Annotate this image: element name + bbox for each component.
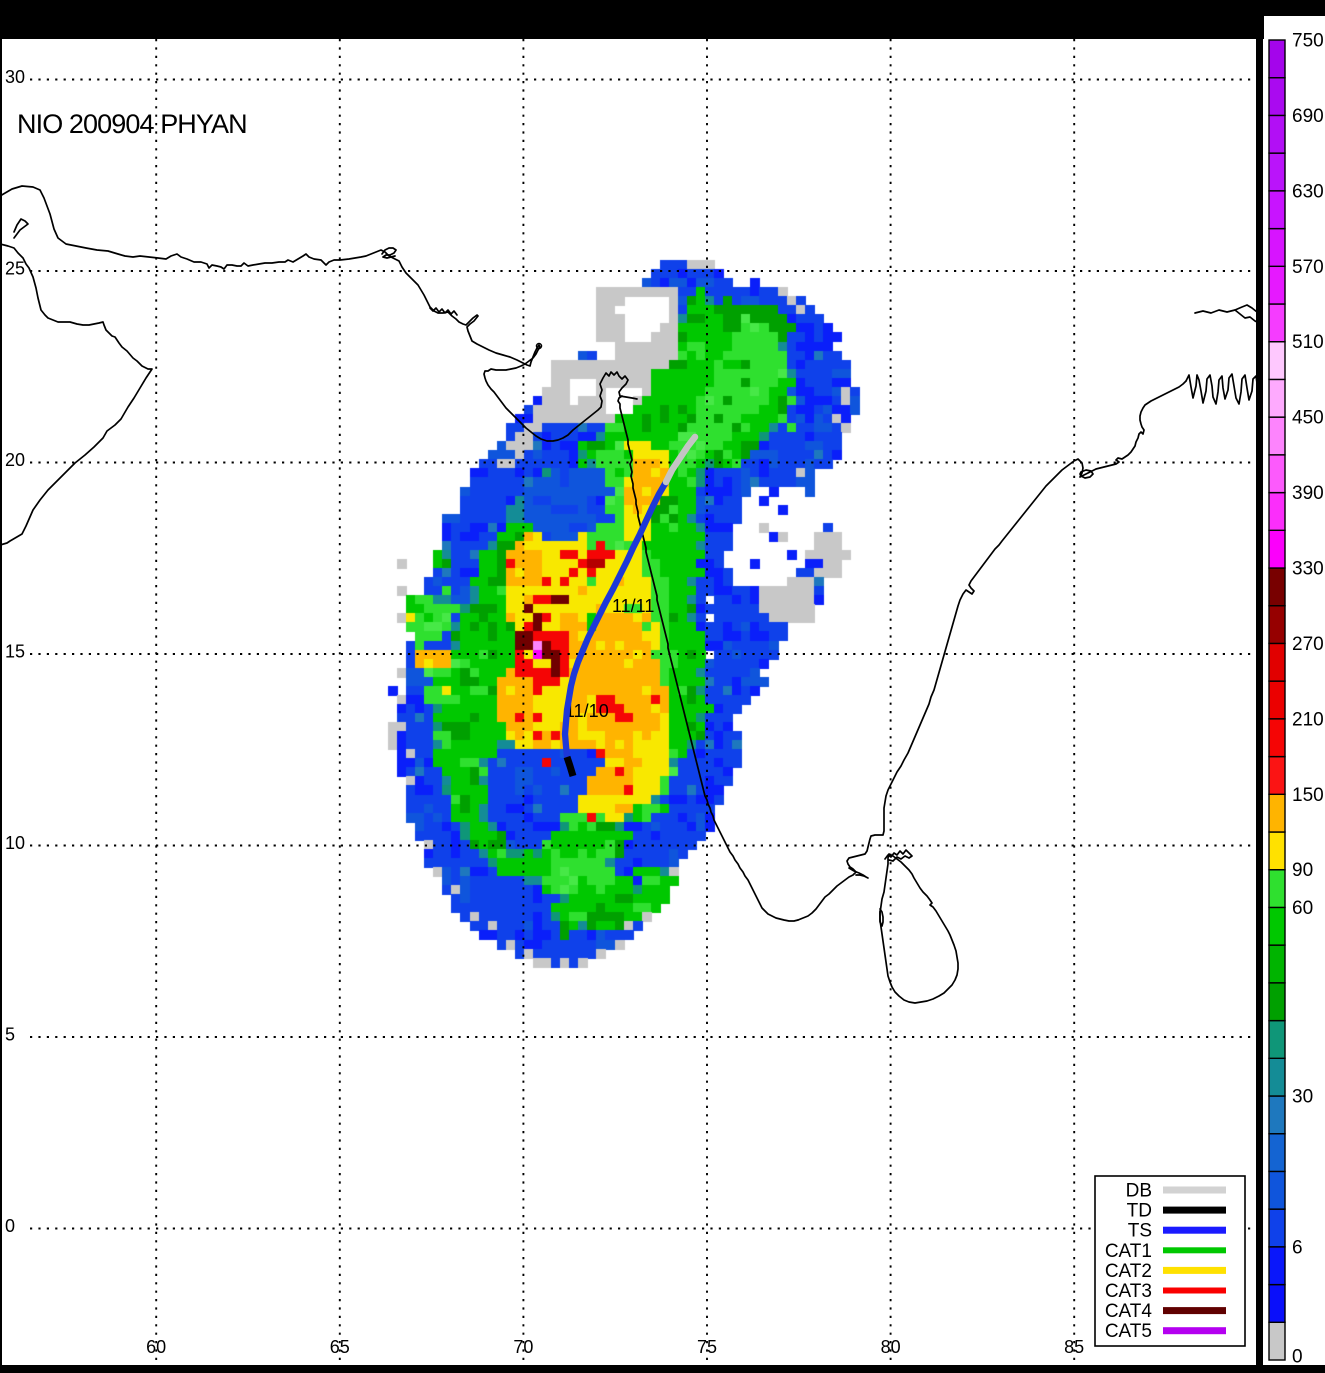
svg-text:570: 570	[1292, 257, 1324, 278]
svg-text:CAT3: CAT3	[1105, 1281, 1152, 1302]
svg-text:25: 25	[5, 259, 25, 279]
svg-text:6: 6	[1292, 1237, 1303, 1258]
svg-text:TD: TD	[1127, 1201, 1152, 1222]
svg-text:90: 90	[1292, 860, 1313, 881]
svg-text:75: 75	[697, 1337, 717, 1357]
svg-text:65: 65	[330, 1337, 350, 1357]
svg-text:210: 210	[1292, 709, 1324, 730]
svg-text:5: 5	[5, 1025, 15, 1045]
svg-text:750: 750	[1292, 31, 1324, 52]
svg-text:0: 0	[5, 1216, 15, 1236]
svg-text:20: 20	[5, 450, 25, 470]
svg-text:30: 30	[5, 67, 25, 87]
svg-text:30: 30	[1292, 1087, 1313, 1108]
svg-text:10: 10	[5, 833, 25, 853]
svg-text:270: 270	[1292, 634, 1324, 655]
svg-text:NIO 200904 PHYAN: NIO 200904 PHYAN	[17, 109, 247, 139]
svg-text:15: 15	[5, 642, 25, 662]
svg-text:60: 60	[1292, 898, 1313, 919]
svg-text:60: 60	[146, 1337, 166, 1357]
svg-text:CAT5: CAT5	[1105, 1321, 1152, 1342]
svg-text:DB: DB	[1126, 1181, 1152, 1202]
svg-text:CAT1: CAT1	[1105, 1241, 1152, 1262]
svg-text:330: 330	[1292, 559, 1324, 580]
svg-text:85: 85	[1064, 1337, 1084, 1357]
svg-text:CAT4: CAT4	[1105, 1301, 1153, 1322]
svg-text:630: 630	[1292, 181, 1324, 202]
svg-text:CAT2: CAT2	[1105, 1261, 1152, 1282]
svg-text:11/10: 11/10	[565, 701, 609, 721]
svg-text:80: 80	[881, 1337, 901, 1357]
svg-text:0: 0	[1292, 1347, 1303, 1368]
svg-text:TS: TS	[1128, 1221, 1152, 1242]
svg-text:11/11: 11/11	[612, 596, 654, 616]
svg-text:150: 150	[1292, 785, 1324, 806]
svg-text:450: 450	[1292, 408, 1324, 429]
svg-text:70: 70	[513, 1337, 533, 1357]
svg-text:390: 390	[1292, 483, 1324, 504]
svg-text:690: 690	[1292, 106, 1324, 127]
svg-text:510: 510	[1292, 332, 1324, 353]
